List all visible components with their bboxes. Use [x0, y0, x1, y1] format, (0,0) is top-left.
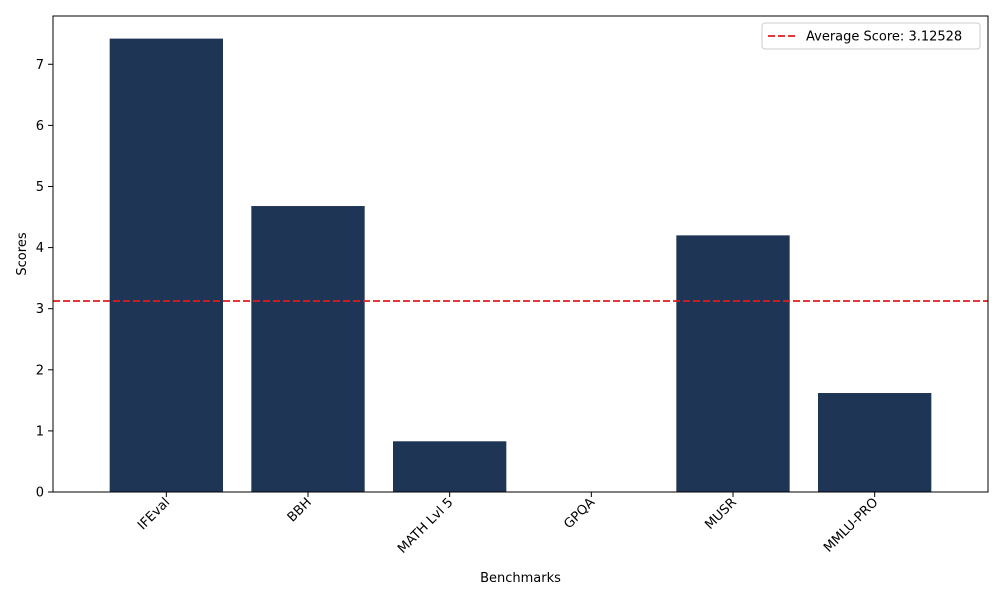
x-tick-label: MMLU-PRO: [821, 495, 881, 555]
y-tick-label: 2: [36, 363, 44, 378]
bar-mmlu-pro: [818, 393, 932, 492]
x-tick-label: MATH Lvl 5: [395, 495, 456, 556]
x-tick-label: GPQA: [561, 495, 598, 532]
y-tick-label: 1: [36, 424, 44, 439]
y-tick-label: 7: [36, 58, 44, 73]
y-tick-label: 4: [36, 241, 44, 256]
y-tick-label: 6: [36, 119, 44, 134]
bar-math-lvl-5: [393, 441, 507, 492]
bar-bbh: [251, 206, 365, 492]
plot-frame: [52, 15, 989, 493]
legend-average-label: Average Score: 3.12528: [806, 30, 962, 45]
bar-ifeval: [109, 38, 223, 493]
y-tick-label: 0: [36, 486, 44, 501]
x-axis: IFEval BBH MATH Lvl 5 GPQA MUSR MMLU-PRO: [135, 492, 881, 557]
legend-box: [761, 22, 981, 50]
y-tick-label: 3: [36, 302, 44, 317]
y-axis: 0 1 2 3 4 5 6 7: [36, 58, 53, 501]
x-tick-label: IFEval: [135, 495, 173, 533]
x-tick-label: MUSR: [702, 495, 739, 532]
y-axis-label: Scores: [15, 232, 30, 275]
y-tick-label: 5: [36, 180, 44, 195]
legend: Average Score: 3.12528: [761, 22, 981, 50]
x-axis-label: Benchmarks: [480, 571, 561, 586]
x-tick-label: BBH: [285, 495, 315, 525]
bars-group: [109, 38, 932, 493]
bar-musr: [676, 235, 790, 492]
